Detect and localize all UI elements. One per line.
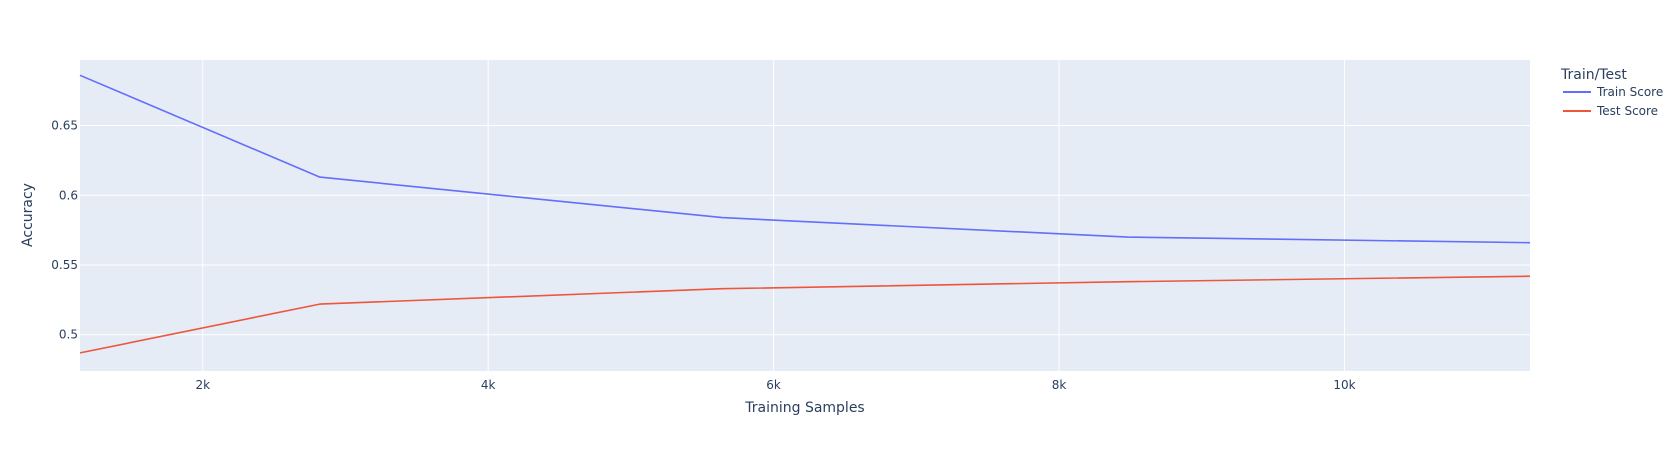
x-tick-label: 6k	[766, 378, 781, 392]
y-gridlines	[80, 125, 1530, 336]
x-axis-ticks: 2k 4k 6k 8k 10k	[195, 378, 1355, 392]
legend: Train/Test Train Score Test Score	[1560, 67, 1663, 118]
y-tick-label: 0.55	[51, 258, 78, 272]
legend-title: Train/Test	[1560, 67, 1627, 83]
series-line-train-score	[79, 74, 1531, 244]
x-tick-label: 2k	[195, 378, 210, 392]
x-tick-label: 8k	[1052, 378, 1067, 392]
y-tick-label: 0.5	[59, 328, 78, 342]
y-tick-label: 0.6	[59, 188, 78, 202]
x-gridlines	[202, 60, 1345, 371]
y-axis-ticks: 0.5 0.55 0.6 0.65	[51, 119, 78, 342]
y-axis-title: Accuracy	[20, 183, 36, 247]
x-tick-label: 10k	[1333, 378, 1355, 392]
x-tick-label: 4k	[481, 378, 496, 392]
series-line-test-score	[79, 275, 1531, 354]
series-lines	[79, 74, 1531, 354]
y-tick-label: 0.65	[51, 119, 78, 133]
plot-area	[80, 60, 1530, 371]
x-axis-title: Training Samples	[744, 400, 864, 416]
legend-label-train-score: Train Score	[1596, 85, 1663, 99]
legend-label-test-score: Test Score	[1596, 104, 1658, 118]
